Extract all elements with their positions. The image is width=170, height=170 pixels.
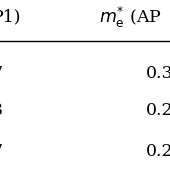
Text: 0.2: 0.2 [146, 143, 170, 160]
Text: 0.3: 0.3 [146, 65, 170, 82]
Text: 3: 3 [0, 102, 3, 119]
Text: 0.2: 0.2 [146, 102, 170, 119]
Text: P1): P1) [0, 8, 21, 26]
Text: $m_\mathrm{e}^{*}$ (AP: $m_\mathrm{e}^{*}$ (AP [99, 4, 162, 30]
Text: 7: 7 [0, 143, 3, 160]
Text: 7: 7 [0, 65, 3, 82]
